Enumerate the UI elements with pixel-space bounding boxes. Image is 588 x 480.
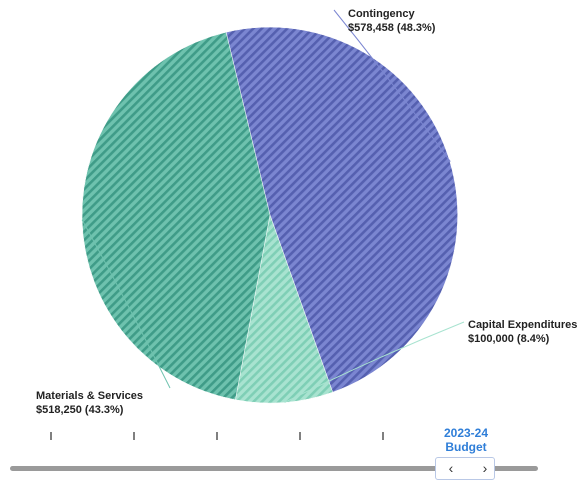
label-capital-value: $100,000 (8.4%)	[468, 333, 550, 345]
chevron-right-icon[interactable]: ›	[482, 460, 488, 476]
label-materials-name: Materials & Services	[36, 390, 143, 402]
period-type: Budget	[445, 440, 487, 454]
timeline-slider-track[interactable]	[10, 466, 538, 471]
pie-slice-capital-expenditures[interactable]	[235, 214, 334, 404]
label-materials-value: $518,250 (43.3%)	[36, 404, 124, 416]
timeline-slider-handle[interactable]: ‹ ›	[435, 457, 495, 480]
period-year: 2023-24	[443, 426, 489, 440]
connector-contingency	[333, 9, 451, 162]
label-contingency-name: Contingency	[348, 8, 415, 20]
label-contingency-value: $578,458 (48.3%)	[348, 22, 436, 34]
label-capital-name: Capital Expenditures	[468, 319, 577, 331]
timeline-period-label: 2023-24 Budget	[428, 426, 504, 454]
chevron-left-icon[interactable]: ‹	[448, 460, 454, 476]
timeline-ticks	[50, 432, 384, 440]
connector-materials-services	[81, 219, 171, 389]
connector-capital-expenditures	[284, 321, 465, 403]
